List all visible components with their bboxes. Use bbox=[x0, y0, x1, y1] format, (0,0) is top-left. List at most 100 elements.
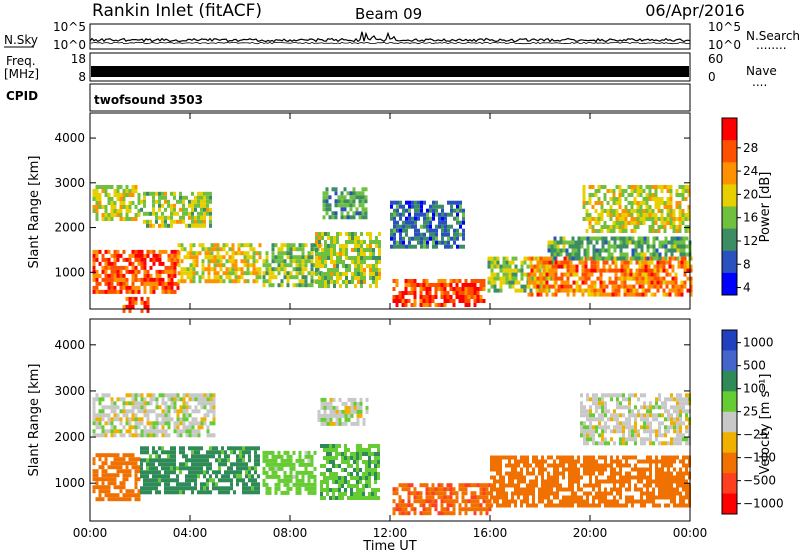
velocity-colorbar-label: Velocity [m s⁻¹] bbox=[758, 374, 773, 475]
freq-right-dots: .... bbox=[752, 75, 767, 89]
station-title: Rankin Inlet (fitACF) bbox=[92, 1, 262, 21]
power-echo-region bbox=[582, 185, 691, 233]
power-colorbar: 28 24 20 16 12 8 4 Power [dB] bbox=[721, 117, 773, 296]
range-tick-label: 4000 bbox=[54, 338, 85, 352]
cpid-label: CPID bbox=[6, 89, 38, 103]
velocity-colorbar-block bbox=[722, 411, 737, 433]
power-colorbar-block bbox=[722, 162, 737, 185]
power-colorbar-tick-label: 20 bbox=[743, 187, 758, 201]
velocity-colorbar: 1000 500 100 25 −25 −100 −500 −1000 Velocity [m… bbox=[721, 329, 784, 515]
noise-left-label: N.Sky bbox=[4, 33, 38, 47]
velocity-colorbar-tick-label: 25 bbox=[743, 405, 758, 419]
power-echo-region bbox=[140, 191, 212, 228]
velocity-colorbar-tick-label: 1000 bbox=[743, 336, 774, 350]
beam-label: Beam 09 bbox=[355, 5, 422, 23]
velocity-echo-region bbox=[92, 453, 141, 502]
velocity-colorbar-block bbox=[722, 370, 737, 392]
freq-left-tick-top: 18 bbox=[71, 52, 86, 66]
power-echo-region bbox=[547, 236, 692, 261]
range-tick-label: 2000 bbox=[54, 430, 85, 444]
power-colorbar-tick-label: 16 bbox=[743, 211, 758, 225]
time-tick-label: 12:00 bbox=[373, 526, 408, 540]
velocity-echo-region bbox=[320, 444, 380, 500]
power-colorbar-block bbox=[722, 228, 737, 252]
velocity-colorbar-block bbox=[722, 493, 737, 515]
velocity-colorbar-block bbox=[722, 432, 737, 454]
velocity-echo-region bbox=[392, 483, 492, 516]
noise-panel: N.Sky 10^5 10^0 10^5 10^0 N.Search .....… bbox=[4, 20, 800, 52]
noise-right-label: N.Search bbox=[746, 29, 800, 43]
freq-right-label: Nave bbox=[746, 64, 777, 78]
noise-right-tick-bottom: 10^0 bbox=[708, 38, 741, 52]
velocity-colorbar-tick-label: −25 bbox=[743, 428, 768, 442]
range-tick-label: 3000 bbox=[54, 176, 85, 190]
power-echo-region bbox=[177, 243, 262, 284]
noise-left-tick-bottom: 10^0 bbox=[53, 38, 86, 52]
velocity-colorbar-block bbox=[722, 330, 737, 351]
cpid-panel: CPID twofsound 3503 bbox=[6, 83, 691, 112]
power-echo-region bbox=[527, 256, 693, 297]
velocity-echo-region bbox=[262, 450, 317, 495]
power-colorbar-tick-label: 28 bbox=[743, 141, 758, 155]
velocity-echo-region bbox=[317, 397, 369, 426]
power-echo-region bbox=[390, 200, 465, 249]
power-heatmap-panel: 1000 2000 3000 4000 Slant Range [km] bbox=[27, 112, 693, 313]
time-tick-label: 20:00 bbox=[573, 526, 608, 540]
range-tick-label: 4000 bbox=[54, 131, 85, 145]
power-colorbar-block bbox=[722, 140, 737, 163]
velocity-echo-region bbox=[140, 446, 260, 495]
power-colorbar-block bbox=[722, 206, 737, 230]
power-colorbar-tick-label: 12 bbox=[743, 234, 758, 248]
power-colorbar-label: Power [dB] bbox=[758, 172, 773, 243]
range-tick-label: 1000 bbox=[54, 265, 85, 279]
noise-search-trace bbox=[90, 41, 691, 45]
velocity-echo-region bbox=[490, 455, 691, 508]
velocity-colorbar-block bbox=[722, 391, 737, 413]
velocity-colorbar-tick-label: −500 bbox=[743, 474, 776, 488]
range-tick-label: 2000 bbox=[54, 221, 85, 235]
power-colorbar-tick-label: 8 bbox=[743, 257, 751, 271]
power-echo-region bbox=[92, 185, 141, 221]
power-echo-region bbox=[322, 187, 368, 220]
power-colorbar-block bbox=[722, 118, 737, 141]
noise-right-tick-top: 10^5 bbox=[708, 20, 741, 34]
power-colorbar-tick-label: 4 bbox=[743, 281, 751, 295]
time-tick-label: 00:00 bbox=[73, 526, 108, 540]
cpid-value: twofsound 3503 bbox=[94, 93, 203, 107]
velocity-colorbar-block bbox=[722, 350, 737, 372]
velocity-colorbar-tick-label: 100 bbox=[743, 382, 766, 396]
power-colorbar-block bbox=[722, 250, 737, 274]
velocity-ylabel: Slant Range [km] bbox=[27, 364, 42, 477]
freq-left-tick-bottom: 8 bbox=[78, 70, 86, 84]
power-echo-region bbox=[315, 232, 381, 288]
velocity-colorbar-tick-label: 500 bbox=[743, 359, 766, 373]
time-axis-label: Time UT bbox=[362, 539, 416, 554]
power-echo-region bbox=[122, 296, 150, 313]
velocity-echo-region bbox=[92, 393, 216, 438]
velocity-colorbar-block bbox=[722, 452, 737, 474]
freq-right-tick-bottom: 0 bbox=[708, 70, 716, 84]
freq-left-label-2: [MHz] bbox=[4, 67, 39, 81]
velocity-heatmap-panel: 1000 2000 3000 4000 00:00 04:00 08:00 12:00 16:… bbox=[27, 318, 708, 554]
velocity-colorbar-block bbox=[722, 473, 737, 495]
noise-right-dots: ........ bbox=[756, 38, 787, 52]
time-tick-label: 16:00 bbox=[473, 526, 508, 540]
freq-left-label-1: Freq. bbox=[6, 54, 36, 68]
freq-band bbox=[91, 66, 689, 77]
noise-sky-trace bbox=[89, 31, 691, 43]
power-colorbar-tick-label: 24 bbox=[743, 164, 758, 178]
power-colorbar-block bbox=[722, 272, 737, 296]
freq-right-tick-top: 60 bbox=[708, 52, 723, 66]
time-tick-label: 00:00 bbox=[673, 526, 708, 540]
noise-left-tick-top: 10^5 bbox=[53, 20, 86, 34]
time-tick-label: 08:00 bbox=[273, 526, 308, 540]
freq-panel: Freq. [MHz] 18 8 60 0 Nave .... bbox=[4, 52, 777, 89]
power-colorbar-block bbox=[722, 184, 737, 207]
power-echo-region bbox=[92, 249, 180, 294]
velocity-colorbar-tick-label: −100 bbox=[743, 451, 776, 465]
range-tick-label: 3000 bbox=[54, 384, 85, 398]
power-ylabel: Slant Range [km] bbox=[27, 156, 42, 269]
velocity-colorbar-tick-label: −1000 bbox=[743, 497, 784, 511]
date-label: 06/Apr/2016 bbox=[645, 1, 745, 20]
